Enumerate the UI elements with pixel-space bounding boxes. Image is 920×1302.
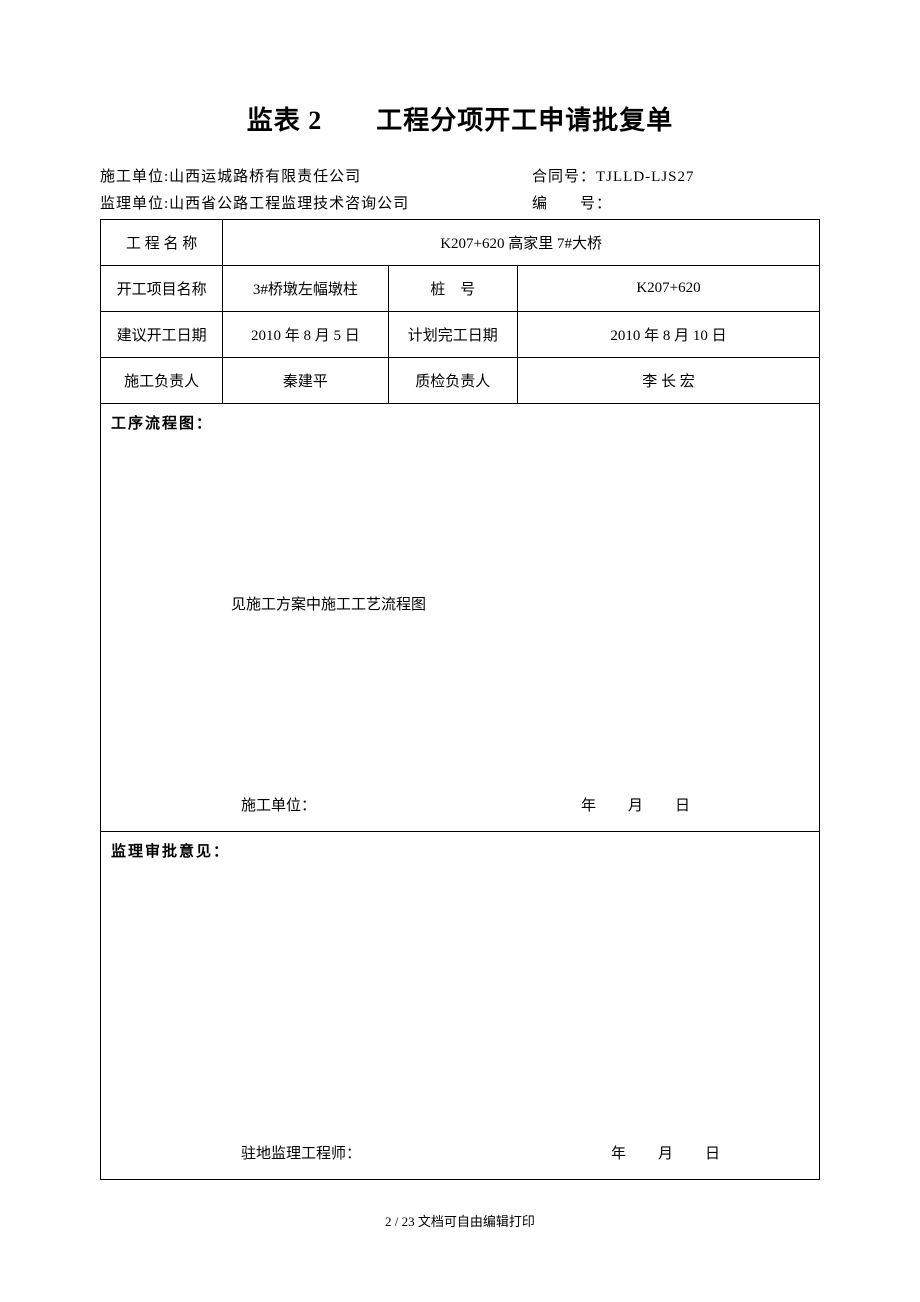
construct-lead-value: 秦建平: [223, 358, 388, 404]
stake-value: K207+620: [517, 266, 819, 312]
supervision-opinion-section: 监理审批意见： 驻地监理工程师： 年 月 日: [101, 832, 820, 1180]
table-row: 监理审批意见： 驻地监理工程师： 年 月 日: [101, 832, 820, 1180]
construction-sign-date: 年月日: [581, 794, 690, 815]
supervision-opinion-body: 驻地监理工程师： 年 月 日: [111, 861, 809, 1171]
plan-finish-label: 计划完工日期: [388, 312, 517, 358]
date-day: 日: [675, 798, 690, 814]
serial-label: 编 号：: [532, 196, 612, 212]
suggest-date-label: 建议开工日期: [101, 312, 223, 358]
supervisor-sign-date: 年月日: [611, 1142, 720, 1163]
process-flow-body: 见施工方案中施工工艺流程图 施工单位： 年 月 日: [111, 433, 809, 823]
contract-value: TJLLD-LJS27: [596, 169, 695, 185]
page-number: 2 / 23: [385, 1214, 415, 1229]
construction-sign-label: 施工单位：: [241, 794, 316, 815]
table-row: 建议开工日期 2010 年 8 月 5 日 计划完工日期 2010 年 8 月 …: [101, 312, 820, 358]
construction-unit: 施工单位:山西运城路桥有限责任公司: [100, 165, 532, 186]
main-table: 工 程 名 称 K207+620 高家里 7#大桥 开工项目名称 3#桥墩左幅墩…: [100, 219, 820, 1180]
header-row-2: 监理单位:山西省公路工程监理技术咨询公司 编 号：: [100, 192, 820, 213]
supervisor-sign-label: 驻地监理工程师：: [241, 1142, 361, 1163]
start-item-value: 3#桥墩左幅墩柱: [223, 266, 388, 312]
table-row: 施工负责人 秦建平 质检负责人 李 长 宏: [101, 358, 820, 404]
document-page: 监表 2 工程分项开工申请批复单 施工单位:山西运城路桥有限责任公司 合同号：T…: [0, 0, 920, 1180]
construction-unit-label: 施工单位:: [100, 169, 169, 185]
date-year: 年: [581, 798, 596, 814]
supervision-unit-label: 监理单位:: [100, 196, 169, 212]
serial-no: 编 号：: [532, 192, 820, 213]
plan-finish-value: 2010 年 8 月 10 日: [517, 312, 819, 358]
page-title: 监表 2 工程分项开工申请批复单: [100, 100, 820, 137]
project-name-label: 工 程 名 称: [101, 220, 223, 266]
process-flow-section: 工序流程图： 见施工方案中施工工艺流程图 施工单位： 年 月 日: [101, 404, 820, 832]
suggest-date-value: 2010 年 8 月 5 日: [223, 312, 388, 358]
supervision-opinion-header: 监理审批意见：: [111, 840, 809, 861]
process-flow-header: 工序流程图：: [111, 412, 809, 433]
date-year: 年: [611, 1146, 626, 1162]
table-row: 工 程 名 称 K207+620 高家里 7#大桥: [101, 220, 820, 266]
qc-lead-label: 质检负责人: [388, 358, 517, 404]
project-name-value: K207+620 高家里 7#大桥: [223, 220, 820, 266]
construct-lead-label: 施工负责人: [101, 358, 223, 404]
process-flow-text: 见施工方案中施工工艺流程图: [231, 593, 426, 614]
table-row: 工序流程图： 见施工方案中施工工艺流程图 施工单位： 年 月 日: [101, 404, 820, 832]
page-footer: 2 / 23 文档可自由编辑打印: [0, 1211, 920, 1230]
qc-lead-value: 李 长 宏: [517, 358, 819, 404]
date-month: 月: [658, 1146, 673, 1162]
header-row-1: 施工单位:山西运城路桥有限责任公司 合同号：TJLLD-LJS27: [100, 165, 820, 186]
construction-unit-value: 山西运城路桥有限责任公司: [169, 169, 361, 185]
supervision-unit-value: 山西省公路工程监理技术咨询公司: [169, 196, 409, 212]
contract-label: 合同号：: [532, 169, 596, 185]
footer-note: 文档可自由编辑打印: [418, 1214, 535, 1229]
date-month: 月: [628, 798, 643, 814]
table-row: 开工项目名称 3#桥墩左幅墩柱 桩 号 K207+620: [101, 266, 820, 312]
start-item-label: 开工项目名称: [101, 266, 223, 312]
date-day: 日: [705, 1146, 720, 1162]
header-block: 施工单位:山西运城路桥有限责任公司 合同号：TJLLD-LJS27 监理单位:山…: [100, 165, 820, 213]
construction-sign-row: 施工单位：: [111, 794, 809, 815]
contract-no: 合同号：TJLLD-LJS27: [532, 165, 820, 186]
supervision-unit: 监理单位:山西省公路工程监理技术咨询公司: [100, 192, 532, 213]
stake-label: 桩 号: [388, 266, 517, 312]
